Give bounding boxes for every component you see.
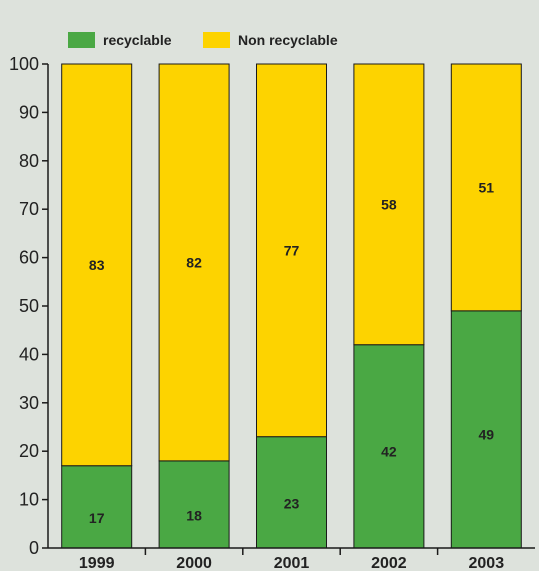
y-tick-label-0: 0 — [29, 538, 39, 558]
legend-label-0: recyclable — [103, 32, 172, 48]
value-label-2001-0: 23 — [284, 495, 300, 511]
bar-2002-1 — [353, 63, 425, 346]
value-label-2001-1: 77 — [284, 242, 300, 258]
labels-group: 1783199918822000237720014258200249512003… — [9, 54, 504, 571]
value-label-1999-1: 83 — [89, 257, 105, 273]
y-tick-label-70: 70 — [19, 199, 39, 219]
y-tick-label-80: 80 — [19, 151, 39, 171]
value-label-2000-1: 82 — [186, 254, 202, 270]
legend-label-1: Non recyclable — [238, 32, 338, 48]
bar-2000-0 — [158, 460, 230, 549]
x-tick-label-2002: 2002 — [371, 555, 407, 571]
bar-2001-1 — [256, 63, 327, 438]
y-tick-label-50: 50 — [19, 296, 39, 316]
bar-2003-0 — [450, 310, 522, 549]
value-label-2000-0: 18 — [186, 507, 202, 523]
bars-group — [61, 63, 522, 549]
bar-2003-1 — [450, 63, 522, 312]
y-tick-label-40: 40 — [19, 344, 39, 364]
bar-2000-1 — [158, 63, 230, 462]
axes-group — [42, 63, 535, 555]
bar-2002-0 — [353, 344, 425, 549]
x-tick-label-2000: 2000 — [176, 555, 212, 571]
y-tick-label-60: 60 — [19, 248, 39, 268]
bar-1999-0 — [61, 465, 133, 549]
y-tick-label-10: 10 — [19, 490, 39, 510]
x-tick-label-1999: 1999 — [79, 555, 115, 571]
x-tick-label-2001: 2001 — [274, 555, 310, 571]
value-label-2002-1: 58 — [381, 196, 397, 212]
y-tick-label-100: 100 — [9, 54, 39, 74]
x-tick-label-2003: 2003 — [469, 555, 505, 571]
legend-swatch-1 — [203, 32, 230, 48]
value-label-2003-1: 51 — [479, 179, 495, 195]
y-tick-label-30: 30 — [19, 393, 39, 413]
y-tick-label-90: 90 — [19, 102, 39, 122]
value-label-2002-0: 42 — [381, 443, 397, 459]
value-label-1999-0: 17 — [89, 510, 105, 526]
bar-1999-1 — [61, 63, 133, 467]
bar-2001-0 — [256, 436, 327, 549]
legend: recyclable Non recyclable — [68, 32, 338, 48]
legend-swatch-0 — [68, 32, 95, 48]
y-tick-label-20: 20 — [19, 441, 39, 461]
value-label-2003-0: 49 — [479, 426, 495, 442]
